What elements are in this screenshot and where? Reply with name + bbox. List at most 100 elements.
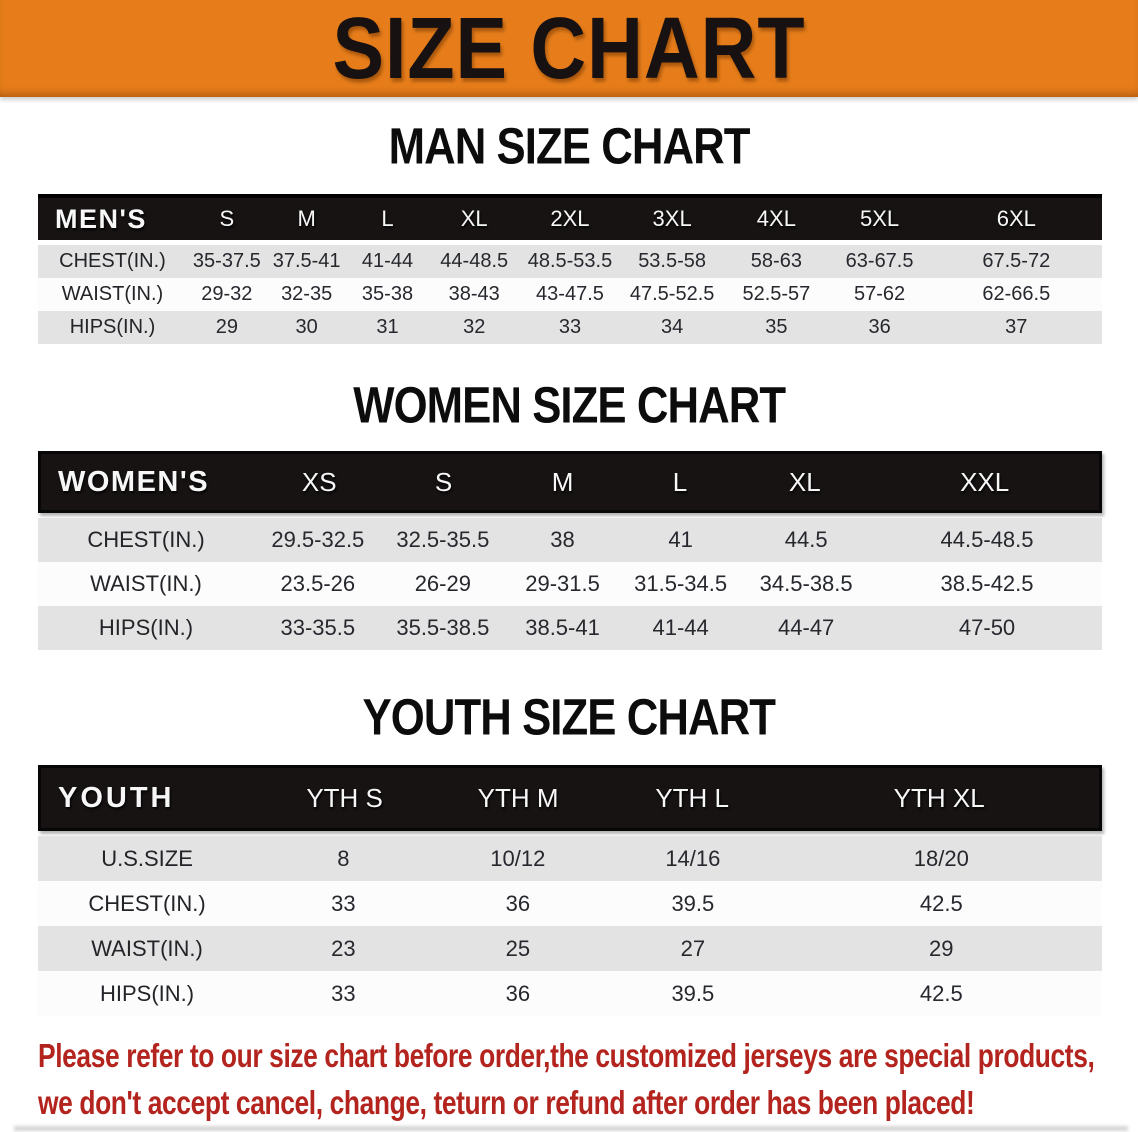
women-hips-row: HIPS(IN.) 33-35.5 35.5-38.5 38.5-41 41-4… — [38, 606, 1102, 650]
cell: 27 — [680, 935, 706, 961]
cell: 25 — [505, 935, 531, 961]
women-section-heading: WOMEN SIZE CHART — [0, 379, 1138, 431]
cell: 32-35 — [281, 283, 333, 305]
cell: 41 — [668, 527, 693, 552]
women-table-corner-label: WOMEN'S — [58, 465, 210, 498]
youth-waist-row: WAIST(IN.) 23 25 27 29 — [38, 926, 1102, 971]
row-label: CHEST(IN.) — [59, 250, 166, 272]
men-section-heading-text: MAN SIZE CHART — [388, 116, 751, 175]
cell: 35 — [765, 316, 788, 338]
row-label: HIPS(IN.) — [69, 316, 156, 338]
row-label: WAIST(IN.) — [90, 571, 202, 596]
cell: 38.5-41 — [525, 615, 600, 640]
women-size-col-xxl: XXL — [960, 466, 1010, 497]
cell: 42.5 — [919, 890, 963, 916]
cell: 39.5 — [671, 890, 715, 916]
cell: 36 — [505, 890, 531, 916]
cell: 29-32 — [201, 283, 253, 305]
bottom-shadow-artifact — [14, 1126, 1128, 1131]
women-size-col-xs: XS — [301, 466, 337, 497]
cell: 44.5 — [784, 527, 828, 552]
row-label: HIPS(IN.) — [98, 615, 194, 640]
cell: 29 — [929, 935, 954, 961]
cell: 35-37.5 — [192, 250, 261, 272]
cell: 36 — [505, 980, 531, 1006]
cell: 43-47.5 — [536, 283, 604, 305]
cell: 33 — [331, 980, 356, 1006]
cell: 33-35.5 — [280, 615, 356, 640]
disclaimer-line-1: Please refer to our size chart before or… — [38, 1037, 1095, 1074]
women-size-col-m: M — [551, 466, 574, 497]
men-table-header-row: MEN'S S M L XL 2XL 3XL 4XL 5XL 6XL — [38, 194, 1102, 240]
men-size-col-6xl: 6XL — [996, 206, 1036, 231]
cell: 63-67.5 — [845, 250, 914, 272]
youth-section-heading-text: YOUTH SIZE CHART — [362, 687, 776, 746]
cell: 35.5-38.5 — [396, 615, 490, 640]
page-title: SIZE CHART — [332, 0, 806, 97]
cell: 38-43 — [448, 283, 500, 305]
cell: 41-44 — [652, 615, 709, 640]
youth-table-corner-label: YOUTH — [58, 781, 175, 814]
men-chest-row: CHEST(IN.) 35-37.5 37.5-41 41-44 44-48.5… — [38, 245, 1102, 278]
women-table-header-row: WOMEN'S XS S M L XL XXL — [38, 451, 1102, 513]
cell: 14/16 — [665, 845, 721, 871]
cell: 67.5-72 — [982, 250, 1051, 272]
youth-hips-row: HIPS(IN.) 33 36 39.5 42.5 — [38, 971, 1102, 1016]
cell: 37.5-41 — [272, 250, 341, 272]
cell: 29 — [215, 316, 238, 338]
youth-ussize-row: U.S.SIZE 8 10/12 14/16 18/20 — [38, 836, 1102, 881]
cell: 44-48.5 — [440, 250, 509, 272]
cell: 31 — [376, 316, 399, 338]
men-size-col-s: S — [219, 206, 235, 231]
disclaimer: Please refer to our size chart before or… — [38, 1032, 1138, 1126]
banner: SIZE CHART — [0, 0, 1138, 97]
cell: 38 — [550, 527, 575, 552]
cell: 23.5-26 — [280, 571, 356, 596]
cell: 57-62 — [854, 283, 906, 305]
cell: 34 — [660, 316, 684, 338]
cell: 8 — [337, 845, 350, 871]
cell: 32 — [463, 316, 486, 338]
youth-size-col-xl: YTH XL — [893, 782, 985, 813]
women-size-col-xl: XL — [788, 466, 821, 497]
cell: 32.5-35.5 — [396, 527, 490, 552]
men-hips-row: HIPS(IN.) 29 30 31 32 33 34 35 36 37 — [38, 311, 1102, 344]
women-size-col-s: S — [434, 466, 453, 497]
women-size-table: WOMEN'S XS S M L XL XXL CHEST(IN.) 29.5-… — [38, 451, 1102, 650]
cell: 23 — [331, 935, 356, 961]
cell: 30 — [295, 316, 318, 338]
cell: 35-38 — [361, 283, 414, 305]
men-waist-row: WAIST(IN.) 29-32 32-35 35-38 38-43 43-47… — [38, 278, 1102, 311]
cell: 62-66.5 — [982, 283, 1051, 305]
youth-chest-row: CHEST(IN.) 33 36 39.5 42.5 — [38, 881, 1102, 926]
cell: 33 — [558, 316, 582, 338]
men-size-col-4xl: 4XL — [756, 206, 796, 231]
row-label: HIPS(IN.) — [99, 980, 195, 1006]
youth-size-col-s: YTH S — [306, 782, 383, 813]
women-waist-row: WAIST(IN.) 23.5-26 26-29 29-31.5 31.5-34… — [38, 562, 1102, 606]
row-label: U.S.SIZE — [101, 845, 193, 871]
women-size-col-l: L — [672, 466, 688, 497]
cell: 47.5-52.5 — [629, 283, 715, 305]
youth-size-col-m: YTH M — [477, 782, 559, 813]
youth-size-table: YOUTH YTH S YTH M YTH L YTH XL U.S.SIZE … — [38, 765, 1102, 1016]
men-size-col-2xl: 2XL — [550, 206, 590, 231]
men-table-corner-label: MEN'S — [55, 203, 147, 234]
row-label: WAIST(IN.) — [91, 935, 203, 961]
cell: 44-47 — [778, 615, 835, 640]
men-size-col-m: M — [297, 206, 316, 231]
cell: 31.5-34.5 — [634, 571, 728, 596]
youth-table-header-row: YOUTH YTH S YTH M YTH L YTH XL — [38, 765, 1102, 831]
disclaimer-line-2: we don't accept cancel, change, teturn o… — [38, 1084, 975, 1121]
cell: 48.5-53.5 — [527, 250, 613, 272]
cell: 38.5-42.5 — [940, 571, 1034, 596]
cell: 47-50 — [958, 615, 1016, 640]
cell: 18/20 — [913, 845, 969, 871]
row-label: CHEST(IN.) — [87, 527, 205, 552]
cell: 29.5-32.5 — [271, 527, 365, 552]
cell: 33 — [331, 890, 356, 916]
row-label: CHEST(IN.) — [88, 890, 206, 916]
youth-size-col-l: YTH L — [655, 782, 729, 813]
row-label: WAIST(IN.) — [61, 283, 164, 305]
